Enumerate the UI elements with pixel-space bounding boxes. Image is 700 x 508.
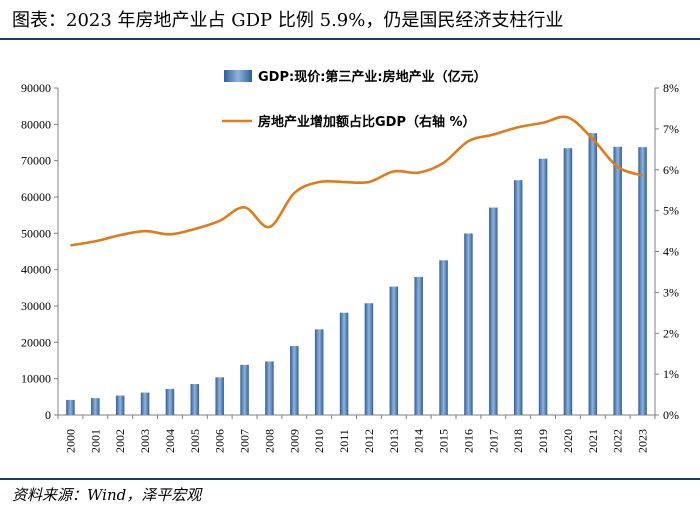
y-right-tick-label: 7% bbox=[663, 122, 679, 136]
bar-2000 bbox=[66, 399, 75, 415]
x-tick-label: 2014 bbox=[412, 429, 426, 453]
chart-title: 图表：2023 年房地产业占 GDP 比例 5.9%，仍是国民经济支柱行业 bbox=[12, 10, 564, 31]
y-left-tick-label: 80000 bbox=[21, 117, 51, 131]
y-right-tick-label: 6% bbox=[663, 163, 679, 177]
bar-2023 bbox=[638, 147, 647, 415]
y-left-tick-label: 50000 bbox=[21, 226, 51, 240]
x-tick-label: 2001 bbox=[88, 429, 102, 453]
y-right-tick-label: 5% bbox=[663, 204, 679, 218]
bar-2007 bbox=[240, 364, 249, 415]
bar-2020 bbox=[563, 148, 573, 415]
x-tick-label: 2002 bbox=[113, 429, 127, 453]
y-right-tick-label: 2% bbox=[663, 326, 679, 340]
bar-2010 bbox=[314, 329, 324, 415]
x-tick-label: 2015 bbox=[437, 429, 451, 453]
bar-2002 bbox=[115, 395, 125, 415]
y-left-tick-label: 90000 bbox=[21, 81, 51, 95]
source-note: 资料来源：Wind，泽平宏观 bbox=[12, 486, 202, 504]
bar-2009 bbox=[290, 346, 299, 415]
bar-2004 bbox=[165, 388, 175, 415]
x-tick-label: 2017 bbox=[486, 429, 500, 453]
bar-2018 bbox=[513, 180, 523, 415]
y-left-tick-label: 10000 bbox=[21, 372, 51, 386]
bar-2008 bbox=[265, 361, 274, 415]
y-right-tick-label: 4% bbox=[663, 245, 679, 259]
x-tick-label: 2004 bbox=[163, 429, 177, 453]
y-right-tick-label: 8% bbox=[663, 81, 679, 95]
bottom-divider bbox=[0, 478, 700, 480]
title-divider bbox=[0, 38, 700, 40]
x-tick-label: 2013 bbox=[387, 429, 401, 453]
bar-2022 bbox=[613, 146, 622, 415]
bar-2001 bbox=[91, 398, 100, 415]
x-tick-label: 2022 bbox=[611, 429, 625, 453]
legend-bar-label: GDP:现价:第三产业:房地产业（亿元） bbox=[258, 69, 487, 85]
bar-2005 bbox=[190, 384, 200, 415]
legend-bar-swatch bbox=[224, 70, 252, 82]
x-tick-label: 2010 bbox=[312, 429, 326, 453]
bar-2012 bbox=[364, 303, 374, 415]
y-left-tick-label: 60000 bbox=[21, 190, 51, 204]
x-tick-label: 2009 bbox=[287, 429, 301, 453]
x-tick-label: 2000 bbox=[63, 429, 77, 453]
share-of-gdp-line bbox=[70, 115, 643, 247]
bar-2016 bbox=[464, 233, 473, 415]
x-tick-label: 2003 bbox=[138, 429, 152, 453]
y-left-tick-label: 70000 bbox=[21, 154, 51, 168]
y-right-tick-label: 1% bbox=[663, 367, 679, 381]
x-tick-label: 2006 bbox=[213, 429, 227, 453]
x-tick-label: 2018 bbox=[511, 429, 525, 453]
y-left-tick-label: 40000 bbox=[21, 263, 51, 277]
bar-2015 bbox=[439, 260, 448, 415]
x-tick-label: 2005 bbox=[188, 429, 202, 453]
x-tick-label: 2016 bbox=[461, 429, 475, 453]
x-tick-label: 2023 bbox=[636, 429, 650, 453]
y-left-tick-label: 0 bbox=[45, 408, 51, 422]
x-tick-label: 2011 bbox=[337, 429, 351, 453]
bar-2006 bbox=[215, 377, 224, 415]
x-tick-label: 2019 bbox=[536, 429, 550, 453]
y-left-tick-label: 30000 bbox=[21, 299, 51, 313]
y-right-tick-label: 0% bbox=[663, 408, 679, 422]
x-tick-label: 2012 bbox=[362, 429, 376, 453]
legend-line-label: 房地产业增加额占比GDP（右轴 %） bbox=[258, 114, 476, 130]
y-right-tick-label: 3% bbox=[663, 285, 679, 299]
x-tick-label: 2008 bbox=[262, 429, 276, 453]
bar-2017 bbox=[489, 207, 498, 415]
bar-2003 bbox=[140, 392, 150, 415]
bar-2014 bbox=[414, 276, 423, 415]
bar-2013 bbox=[389, 286, 399, 415]
bar-2011 bbox=[339, 312, 349, 415]
bar-2019 bbox=[538, 158, 548, 416]
chart-svg: 0 10000 20000 30000 40000 50000 60000 70000 8000… bbox=[21, 69, 679, 453]
y-left-tick-label: 20000 bbox=[21, 335, 51, 349]
x-tick-label: 2021 bbox=[586, 429, 600, 453]
x-tick-label: 2020 bbox=[561, 429, 575, 453]
bar-2021 bbox=[588, 133, 598, 415]
x-tick-label: 2007 bbox=[238, 429, 252, 453]
